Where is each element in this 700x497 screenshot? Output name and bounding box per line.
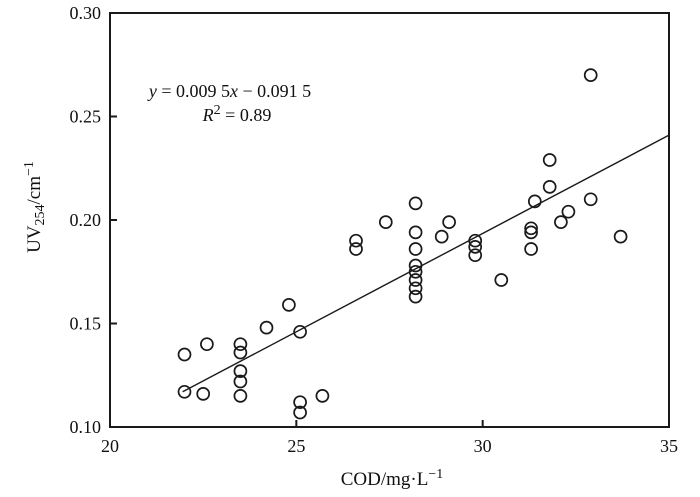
data-point xyxy=(293,395,307,410)
data-point xyxy=(408,281,423,296)
data-point xyxy=(408,258,423,273)
data-point xyxy=(177,384,192,399)
data-point xyxy=(583,68,598,82)
y-tick-label: 0.15 xyxy=(70,314,102,334)
data-point xyxy=(408,264,423,279)
data-point xyxy=(293,324,307,339)
data-point xyxy=(259,320,274,335)
y-tick-label: 0.30 xyxy=(70,3,102,23)
data-point xyxy=(561,204,576,219)
data-point xyxy=(442,215,456,229)
data-point xyxy=(293,405,307,420)
data-point xyxy=(524,242,538,256)
data-point xyxy=(282,298,296,312)
data-point xyxy=(408,242,423,256)
data-point xyxy=(233,374,248,389)
data-point xyxy=(583,192,598,207)
data-point xyxy=(233,364,248,378)
data-point xyxy=(408,196,423,211)
trend-line xyxy=(182,134,670,393)
data-point xyxy=(349,233,363,248)
data-point xyxy=(233,337,248,352)
y-axis-title: UV254/cm−1 xyxy=(22,161,48,253)
tick-labels: 20 25 30 35 0.30 0.25 0.20 0.15 0.10 xyxy=(70,3,679,456)
data-point xyxy=(349,242,363,256)
data-point xyxy=(494,273,509,287)
data-point xyxy=(613,229,628,244)
data-point xyxy=(527,194,542,209)
data-point xyxy=(542,180,557,194)
plot-background xyxy=(110,13,669,427)
data-point xyxy=(196,387,211,401)
y-tick-label: 0.10 xyxy=(70,417,102,437)
data-point xyxy=(554,215,568,229)
axis-ticks xyxy=(110,115,484,427)
x-axis-title: COD/mg·L−1 xyxy=(341,467,444,490)
data-points xyxy=(177,68,628,420)
data-point xyxy=(542,153,557,167)
x-tick-label: 25 xyxy=(287,436,305,456)
y-tick-label: 0.20 xyxy=(70,210,102,230)
data-point xyxy=(408,273,423,287)
x-tick-label: 30 xyxy=(474,436,492,456)
data-point xyxy=(524,221,538,236)
data-point xyxy=(408,289,423,304)
data-point xyxy=(378,215,393,229)
data-point xyxy=(315,389,330,403)
data-point xyxy=(408,225,423,240)
data-point xyxy=(200,337,214,352)
data-point xyxy=(233,389,248,403)
equation-text: y = 0.009 5x − 0.091 5 xyxy=(147,81,311,101)
data-point xyxy=(434,229,449,244)
data-point xyxy=(468,248,483,263)
x-tick-label: 35 xyxy=(660,436,678,456)
data-point xyxy=(468,240,483,254)
r-squared-text: R2 = 0.89 xyxy=(202,103,272,125)
data-point xyxy=(468,233,483,248)
data-point xyxy=(177,347,192,362)
data-point xyxy=(524,225,538,240)
plot-border xyxy=(109,12,670,428)
y-tick-label: 0.25 xyxy=(70,107,102,127)
data-point xyxy=(233,345,248,360)
x-tick-label: 20 xyxy=(101,436,119,456)
